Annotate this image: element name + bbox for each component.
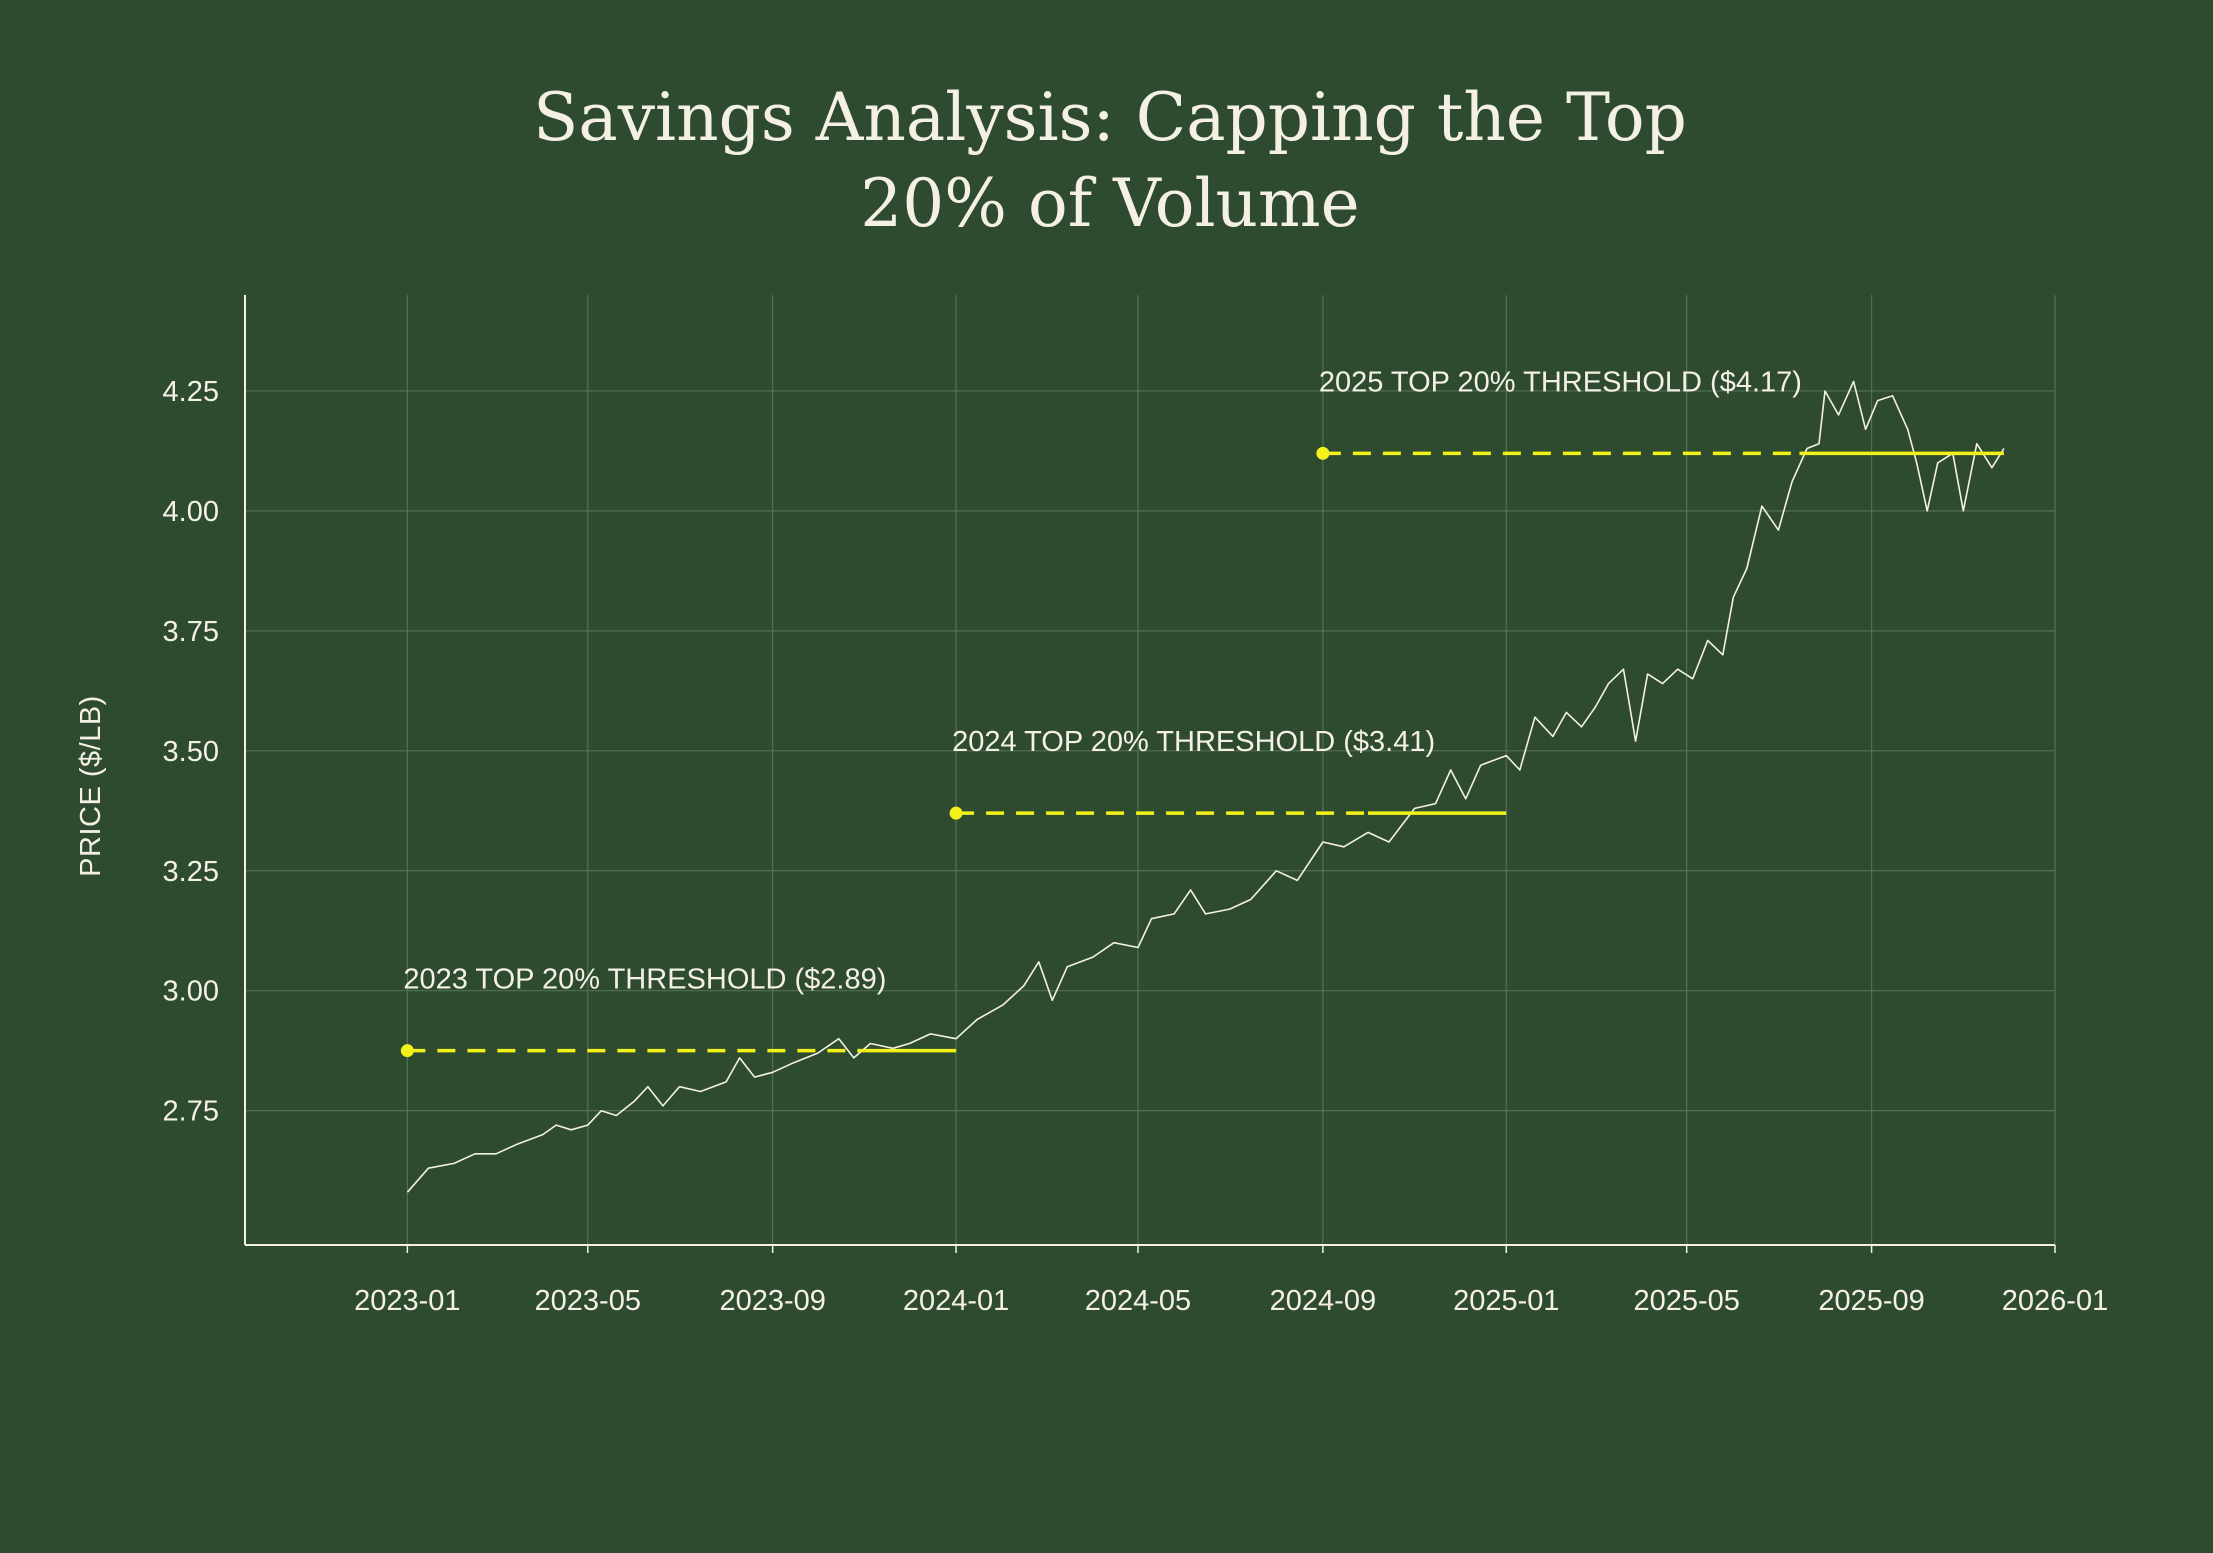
chart-title-line-1: Savings Analysis: Capping the Top [533, 79, 1687, 156]
threshold-start-marker [949, 806, 963, 820]
x-tick-label: 2023-01 [354, 1285, 460, 1317]
x-tick-label: 2024-05 [1085, 1285, 1191, 1317]
x-tick-label: 2026-01 [2002, 1285, 2108, 1317]
y-tick-label: 4.25 [163, 376, 219, 408]
x-tick-label: 2025-09 [1818, 1285, 1924, 1317]
price-series-line [406, 380, 2005, 1193]
threshold-label: 2025 TOP 20% THRESHOLD ($4.17) [1319, 366, 1802, 398]
y-tick-label: 4.00 [163, 496, 219, 528]
threshold-label: 2024 TOP 20% THRESHOLD ($3.41) [952, 726, 1435, 758]
x-tick-label: 2024-01 [903, 1285, 1009, 1317]
threshold-start-marker [1316, 446, 1330, 460]
thresholds: 2023 TOP 20% THRESHOLD ($2.89) 2024 TOP 2… [400, 366, 2004, 1058]
y-tick-labels: 2.75 3.00 3.25 3.50 3.75 4.00 4.25 [163, 376, 219, 1128]
axes [244, 295, 2056, 1253]
grid [245, 295, 2056, 1245]
y-tick-label: 3.75 [163, 616, 219, 648]
y-tick-label: 3.50 [163, 736, 219, 768]
price-series [406, 380, 2005, 1193]
x-tick-label: 2025-05 [1633, 1285, 1739, 1317]
x-tick-label: 2023-09 [719, 1285, 825, 1317]
threshold-start-marker [400, 1044, 414, 1058]
x-tick-label: 2025-01 [1453, 1285, 1559, 1317]
threshold-label: 2023 TOP 20% THRESHOLD ($2.89) [403, 964, 886, 996]
y-axis-label: PRICE ($/LB) [75, 695, 107, 877]
y-tick-label: 2.75 [163, 1096, 219, 1128]
x-tick-labels: 2023-01 2023-05 2023-09 2024-01 2024-05 2024-… [354, 1285, 2108, 1317]
x-tick-label: 2024-09 [1270, 1285, 1376, 1317]
y-tick-label: 3.00 [163, 976, 219, 1008]
chart-title-line-2: 20% of Volume [860, 165, 1359, 242]
x-tick-label: 2023-05 [535, 1285, 641, 1317]
y-tick-label: 3.25 [163, 856, 219, 888]
